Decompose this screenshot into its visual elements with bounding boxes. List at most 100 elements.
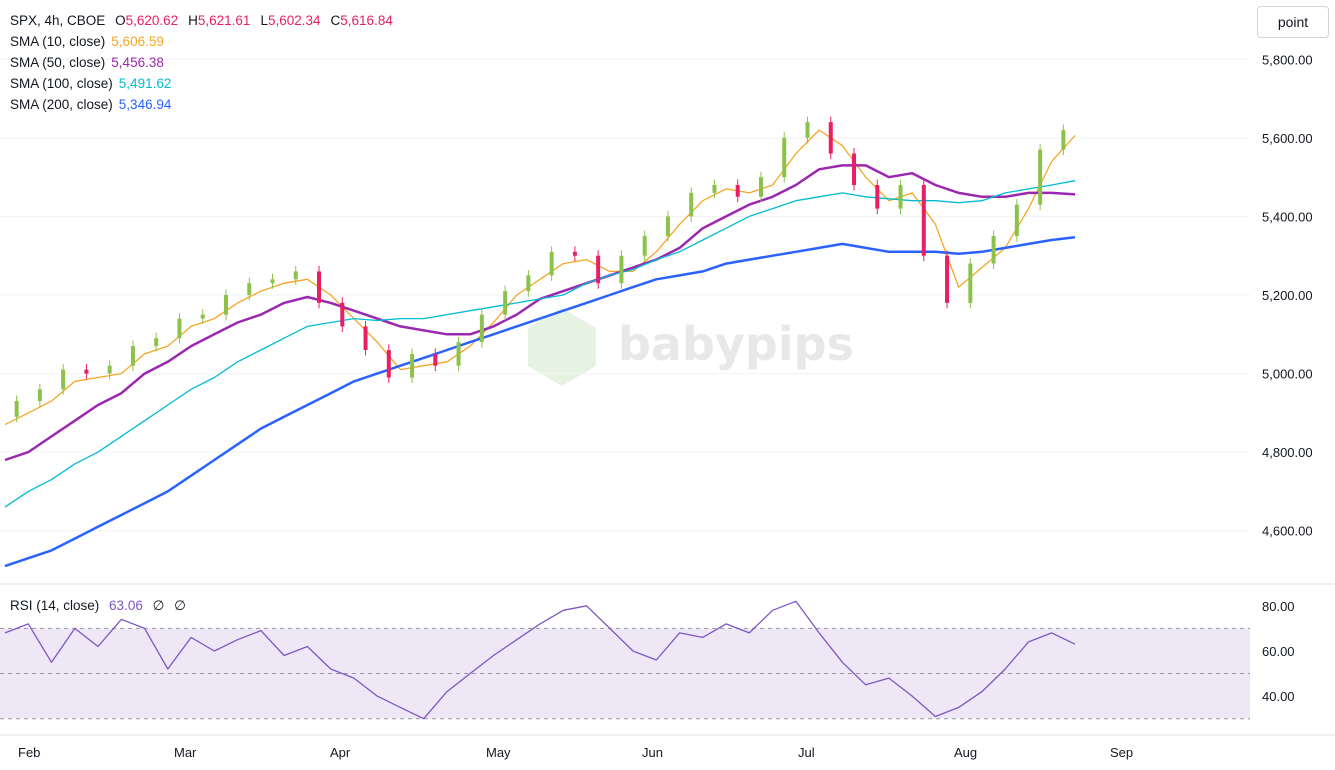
candle [968, 258, 973, 309]
candle [107, 360, 112, 380]
candle-body [875, 185, 880, 209]
candle [758, 171, 763, 203]
candle [875, 179, 880, 215]
candle [154, 332, 159, 352]
sma-label: SMA (200, close) [10, 97, 113, 112]
candle [805, 116, 810, 144]
candle-body [572, 251, 577, 256]
candle-body [456, 342, 461, 366]
candle [386, 344, 391, 383]
candle [782, 132, 787, 183]
sma-label: SMA (50, close) [10, 55, 106, 70]
time-axis-tick: Jun [642, 745, 663, 760]
candle-body [61, 369, 66, 390]
sma-legend-row: SMA (200, close) 5,346.94 [10, 94, 171, 115]
candle [665, 210, 670, 242]
grid [0, 58, 1250, 532]
candle-body [433, 353, 438, 366]
ohlc-key: L [260, 13, 268, 28]
candle [1014, 199, 1019, 242]
candle-body [386, 350, 391, 378]
price-axis-tick: 5,400.00 [1262, 209, 1313, 224]
rsi-label: RSI (14, close) [10, 598, 100, 613]
ohlc-value: 5,616.84 [340, 13, 393, 28]
candle [479, 309, 484, 348]
candle-body [503, 291, 508, 315]
candle-body [921, 185, 926, 256]
candle [898, 179, 903, 215]
watermark-text: babypips [618, 317, 854, 371]
candle-body [1061, 130, 1066, 150]
candle-body [479, 314, 484, 343]
candle-body [200, 314, 205, 319]
candle-body [758, 177, 763, 197]
candle [1038, 144, 1043, 211]
candle [689, 187, 694, 222]
symbol-legend: SPX, 4h, CBOE O5,620.62 H5,621.61 L5,602.3… [10, 10, 393, 31]
candle-body [84, 369, 89, 374]
candle [37, 383, 42, 407]
rsi-value: 63.06 [109, 598, 143, 613]
candle [503, 285, 508, 321]
price-axis-tick: 4,800.00 [1262, 445, 1313, 460]
candle-body [665, 216, 670, 237]
candle-body [805, 122, 810, 138]
candle [456, 336, 461, 372]
watermark-hexagon [528, 308, 596, 386]
rsi-legend: RSI (14, close) 63.06 ∅ ∅ [10, 595, 186, 616]
candle [619, 250, 624, 289]
candle-body [642, 236, 647, 256]
candle [433, 348, 438, 372]
point-button[interactable]: point [1257, 6, 1329, 38]
price-axis-tick: 5,000.00 [1262, 367, 1313, 382]
candle [410, 348, 415, 383]
candle-body [37, 389, 42, 402]
sma-label: SMA (10, close) [10, 34, 106, 49]
candle [735, 179, 740, 203]
sma-legend-row: SMA (10, close) 5,606.59 [10, 31, 171, 52]
candle [247, 277, 252, 301]
candle [317, 265, 322, 309]
rsi-extra-2: ∅ [174, 598, 186, 613]
rsi-axis-tick: 60.00 [1262, 644, 1295, 659]
candle-body [1038, 149, 1043, 205]
ohlc-c: C5,616.84 [331, 13, 393, 28]
candle-body [549, 251, 554, 276]
candle-body [270, 279, 275, 284]
sma-line [4, 164, 1076, 462]
candle [1061, 124, 1066, 156]
candle-body [968, 263, 973, 303]
candle [177, 313, 182, 344]
candle [596, 250, 601, 289]
candle-body [293, 271, 298, 280]
candle [828, 116, 833, 160]
candle-body [1014, 204, 1019, 237]
price-axis-tick: 5,200.00 [1262, 288, 1313, 303]
candle-body [130, 346, 135, 366]
sma-line [4, 180, 1076, 508]
candle [363, 320, 368, 356]
candle-body [619, 255, 624, 284]
sma-value: 5,491.62 [118, 76, 172, 91]
time-axis-tick: May [486, 745, 511, 760]
sma-legend-row: SMA (50, close) 5,456.38 [10, 52, 171, 73]
time-axis-tick: Jul [798, 745, 815, 760]
candle [223, 289, 228, 321]
time-axis-tick: Feb [18, 745, 40, 760]
ohlc-value: 5,602.34 [267, 13, 321, 28]
candle [642, 230, 647, 262]
candle-body [852, 153, 857, 185]
candle-body [596, 255, 601, 284]
rsi-series [4, 600, 1076, 720]
sma-line [4, 129, 1076, 426]
candle-body [828, 122, 833, 154]
candle [852, 148, 857, 191]
candle [526, 269, 531, 297]
rsi-extra-1: ∅ [152, 598, 165, 613]
candle-body [154, 338, 159, 347]
ohlc-key: H [188, 13, 198, 28]
ohlc-h: H5,621.61 [188, 13, 250, 28]
rsi-axis-tick: 80.00 [1262, 599, 1295, 614]
candle-body [247, 283, 252, 295]
